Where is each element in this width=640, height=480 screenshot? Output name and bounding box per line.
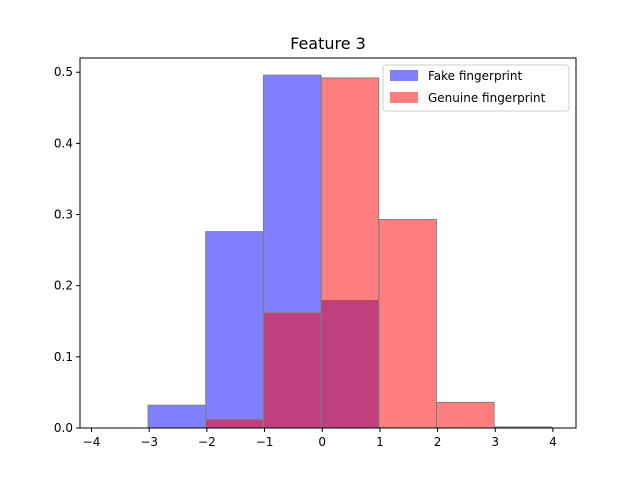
y-tick-label: 0.2 (54, 279, 73, 293)
x-tick-label: −1 (256, 435, 274, 449)
x-tick-label: −2 (198, 435, 216, 449)
y-tick-label: 0.3 (54, 208, 73, 222)
genuine-bar-1 (262, 312, 322, 429)
x-tick-label: 2 (434, 435, 442, 449)
fake-bar-0 (147, 404, 207, 429)
chart-title: Feature 3 (290, 34, 366, 53)
x-tick-label: 4 (549, 435, 557, 449)
legend-label: Genuine fingerprint (428, 91, 546, 105)
genuine-bar-0 (205, 418, 264, 429)
x-tick-label: 3 (491, 435, 499, 449)
legend-swatch (390, 92, 418, 103)
y-tick-label: 0.4 (54, 136, 73, 150)
x-axis: −4 −3 −2 −1 0 1 2 3 4 (83, 428, 557, 449)
genuine-bar-2 (320, 77, 380, 429)
legend-swatch (390, 70, 418, 81)
y-axis: 0.0 0.1 0.2 0.3 0.4 0.5 (54, 65, 80, 435)
legend-label: Fake fingerprint (428, 69, 522, 83)
x-tick-label: 1 (376, 435, 384, 449)
legend-box (382, 64, 570, 112)
x-tick-label: 0 (318, 435, 326, 449)
y-tick-label: 0.1 (54, 350, 73, 364)
fake-bar-1 (205, 231, 264, 429)
x-tick-label: −4 (83, 435, 101, 449)
legend: Fake fingerprint Genuine fingerprint (382, 64, 570, 112)
genuine-bar-4 (435, 401, 495, 429)
x-tick-label: −3 (140, 435, 158, 449)
genuine-bar-3 (378, 219, 437, 429)
y-tick-label: 0.0 (54, 421, 73, 435)
plot-frame (79, 57, 577, 429)
y-tick-label: 0.5 (54, 65, 73, 79)
bars-layer (147, 74, 553, 429)
